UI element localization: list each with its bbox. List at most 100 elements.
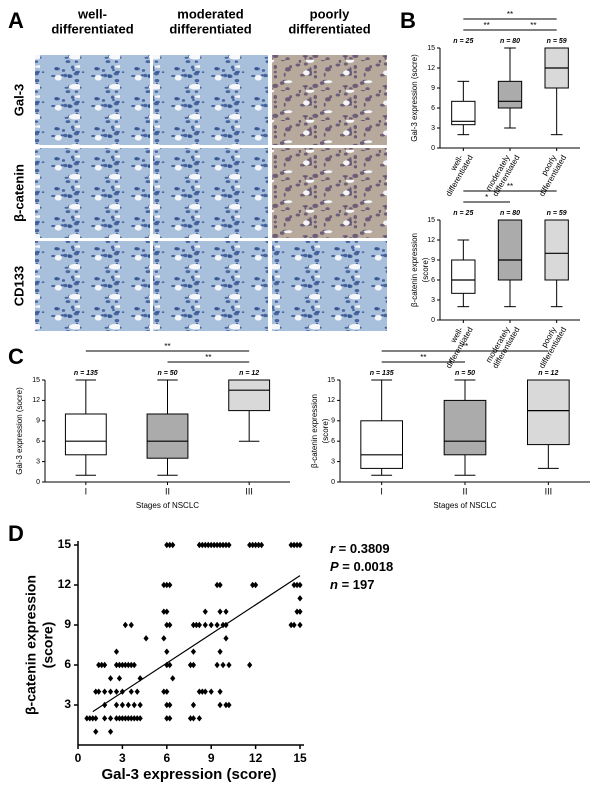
point — [217, 688, 223, 695]
point — [93, 688, 99, 695]
statistic: r = 0.3809 — [330, 541, 390, 556]
y-tick-label: 0 — [431, 317, 435, 324]
y-tick-label: 6 — [36, 438, 40, 445]
statistic-value: = 0.0018 — [339, 559, 394, 574]
x-tick-label: II — [165, 486, 170, 496]
y-axis-label: β-catenin expression — [310, 394, 319, 468]
y-axis-label: Gal-3 expression (socre) — [410, 54, 419, 142]
x-tick-label: 12 — [249, 751, 263, 765]
point — [247, 541, 253, 549]
point — [294, 581, 300, 589]
point — [125, 661, 131, 669]
column-header: poorly — [310, 6, 350, 21]
n-label: n = 135 — [370, 370, 394, 377]
y-tick-label: 9 — [331, 418, 335, 425]
column-header: differentiated — [169, 21, 251, 36]
point — [170, 541, 176, 549]
point — [208, 688, 214, 695]
point — [190, 621, 197, 629]
point — [125, 715, 131, 722]
point — [128, 688, 134, 695]
y-tick-label: 6 — [431, 277, 435, 284]
point — [196, 715, 202, 722]
row-header: Gal-3 — [11, 84, 26, 117]
point — [199, 688, 205, 695]
point — [199, 541, 205, 549]
point — [187, 661, 194, 669]
point — [164, 608, 170, 615]
point — [297, 541, 303, 549]
point — [226, 701, 232, 709]
point — [164, 621, 170, 629]
point — [143, 635, 149, 642]
point — [164, 715, 170, 722]
point — [102, 661, 108, 669]
panel-label: D — [8, 521, 24, 546]
box — [64, 413, 107, 456]
point — [131, 701, 137, 709]
point — [102, 715, 108, 722]
significance-label: ** — [507, 182, 513, 191]
point — [297, 608, 303, 615]
n-label: n = 50 — [157, 370, 177, 377]
y-tick-label: 9 — [64, 617, 71, 631]
y-tick-label: 3 — [331, 458, 335, 465]
point — [167, 621, 173, 629]
y-tick-label: 6 — [64, 657, 71, 671]
point — [161, 608, 167, 615]
point — [288, 541, 294, 549]
column-header: differentiated — [51, 21, 133, 36]
x-axis-label: Gal-3 expression (score) — [101, 766, 276, 783]
x-axis-label: Stages of NSCLC — [136, 501, 199, 510]
point — [137, 675, 143, 682]
statistic-symbol: P — [330, 559, 339, 574]
point — [128, 661, 134, 669]
y-tick-label: 3 — [36, 458, 40, 465]
point — [90, 715, 96, 722]
point — [190, 648, 197, 655]
statistic-symbol: r — [330, 541, 336, 556]
point — [113, 688, 120, 695]
point — [116, 715, 123, 722]
point — [297, 595, 303, 602]
point — [288, 621, 294, 629]
significance-label: ** — [530, 21, 536, 30]
point — [220, 661, 226, 669]
point — [202, 608, 208, 615]
x-tick-label: I — [85, 486, 88, 496]
point — [226, 541, 232, 549]
n-label: n = 80 — [500, 38, 520, 45]
point — [99, 661, 105, 669]
y-tick-label: 12 — [427, 65, 435, 72]
y-tick-label: 9 — [431, 257, 435, 264]
point — [291, 621, 297, 629]
n-label: n = 25 — [453, 210, 473, 217]
box — [146, 413, 189, 459]
y-tick-label: 9 — [36, 418, 40, 425]
point — [113, 648, 120, 655]
panel-label: C — [8, 344, 24, 369]
point — [291, 581, 297, 589]
y-axis-label: β-catenin expression — [23, 575, 39, 715]
point — [119, 701, 125, 709]
significance-label: ** — [507, 10, 513, 19]
box — [443, 399, 487, 456]
point — [164, 541, 170, 549]
point — [84, 715, 90, 722]
point — [208, 541, 214, 549]
n-label: n = 135 — [74, 370, 98, 377]
y-tick-label: 6 — [331, 438, 335, 445]
y-tick-label: 0 — [36, 479, 40, 486]
y-axis-label: (score) — [421, 257, 430, 282]
point — [190, 661, 197, 669]
significance-label: * — [485, 193, 488, 202]
point — [196, 541, 202, 549]
n-label: n = 12 — [538, 370, 558, 377]
micrograph — [35, 55, 150, 145]
significance-label: ** — [462, 342, 468, 351]
point — [116, 661, 123, 669]
y-tick-label: 15 — [58, 537, 72, 551]
point — [187, 715, 194, 722]
point — [226, 661, 232, 669]
micrograph — [272, 55, 387, 145]
